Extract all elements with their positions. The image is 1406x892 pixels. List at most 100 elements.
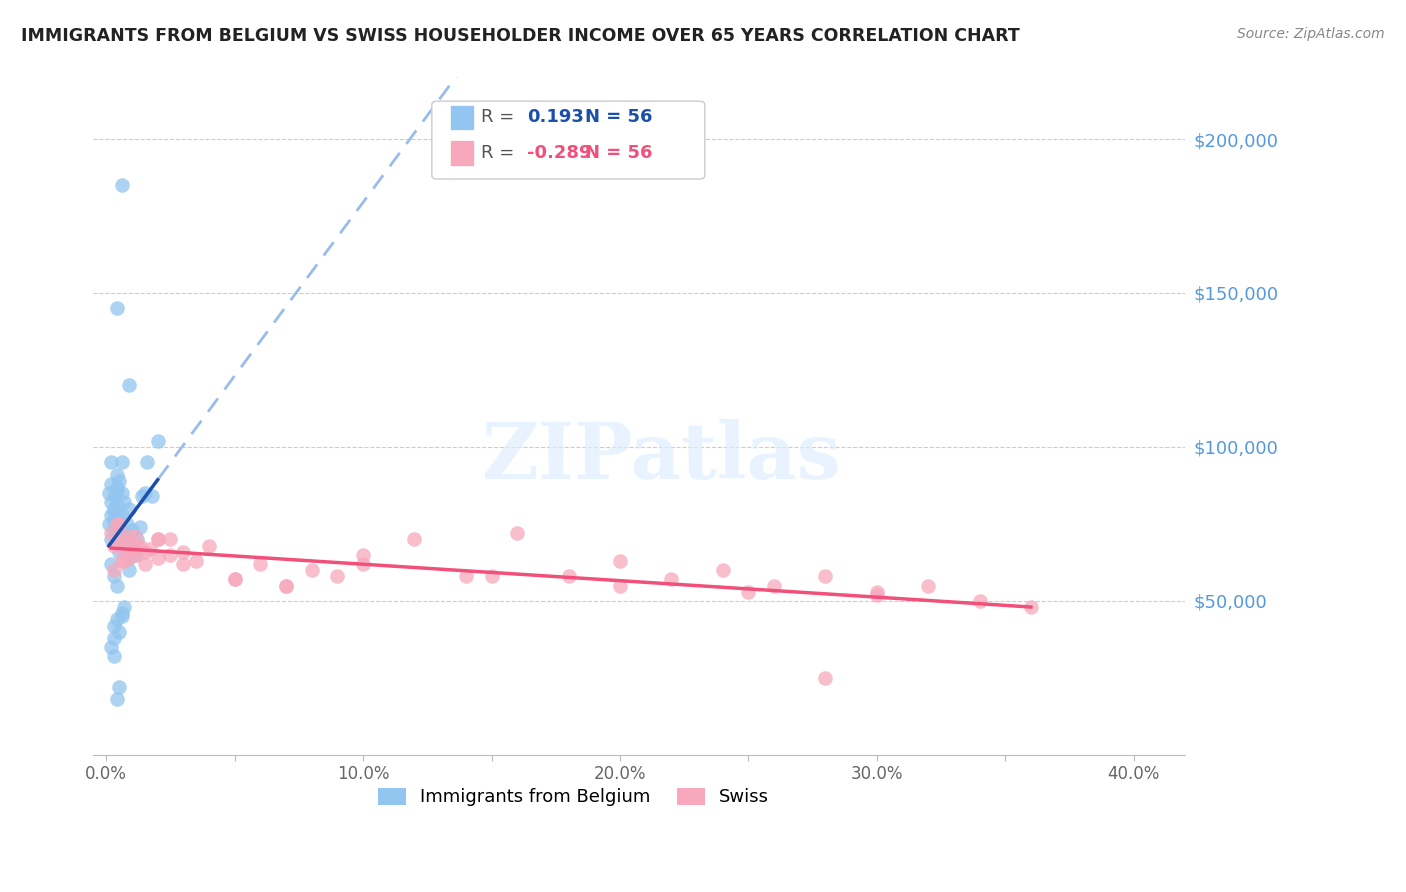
Point — [172, 557, 194, 571]
Point — [108, 510, 131, 524]
Point — [146, 533, 169, 547]
Point — [118, 550, 141, 565]
Point — [103, 501, 125, 516]
Point — [1019, 600, 1042, 615]
Point — [118, 501, 141, 516]
Point — [609, 578, 631, 592]
Point — [100, 477, 122, 491]
Point — [121, 544, 143, 558]
Point — [186, 554, 208, 568]
Point — [105, 483, 128, 497]
Point — [111, 178, 134, 193]
Point — [274, 578, 297, 592]
Point — [111, 455, 134, 469]
Point — [124, 548, 146, 562]
Point — [118, 550, 141, 565]
Point — [103, 649, 125, 664]
Point — [121, 541, 143, 556]
Point — [112, 495, 135, 509]
Point — [105, 301, 128, 316]
Legend: Immigrants from Belgium, Swiss: Immigrants from Belgium, Swiss — [371, 780, 776, 814]
Point — [111, 541, 134, 556]
Point — [111, 609, 134, 624]
Point — [224, 573, 246, 587]
Point — [866, 588, 889, 602]
Point — [128, 539, 150, 553]
Point — [454, 569, 477, 583]
Text: N = 56: N = 56 — [585, 144, 652, 161]
Point — [115, 529, 138, 543]
Point — [108, 516, 131, 531]
Point — [100, 640, 122, 654]
Point — [118, 563, 141, 577]
Point — [969, 594, 991, 608]
Point — [134, 557, 156, 571]
Point — [917, 578, 939, 592]
Point — [108, 533, 131, 547]
Point — [115, 529, 138, 543]
Text: R =: R = — [481, 109, 515, 127]
Point — [108, 624, 131, 639]
Point — [111, 508, 134, 522]
Point — [557, 569, 579, 583]
Point — [125, 539, 148, 553]
Bar — [450, 104, 474, 130]
Point — [103, 505, 125, 519]
Point — [763, 578, 786, 592]
Point — [404, 533, 426, 547]
Point — [111, 554, 134, 568]
Point — [198, 539, 221, 553]
Point — [274, 578, 297, 592]
Point — [659, 573, 682, 587]
Text: -0.289: -0.289 — [527, 144, 592, 161]
Point — [108, 516, 131, 531]
Point — [105, 692, 128, 706]
Point — [121, 541, 143, 556]
Point — [111, 486, 134, 500]
Point — [506, 526, 529, 541]
Point — [100, 557, 122, 571]
Point — [146, 533, 169, 547]
Point — [103, 539, 125, 553]
FancyBboxPatch shape — [432, 101, 704, 179]
Point — [352, 548, 374, 562]
Point — [103, 618, 125, 632]
Point — [100, 526, 122, 541]
Point — [105, 480, 128, 494]
Point — [609, 554, 631, 568]
Point — [146, 434, 169, 448]
Text: IMMIGRANTS FROM BELGIUM VS SWISS HOUSEHOLDER INCOME OVER 65 YEARS CORRELATION CH: IMMIGRANTS FROM BELGIUM VS SWISS HOUSEHO… — [21, 27, 1019, 45]
Point — [172, 544, 194, 558]
Point — [97, 516, 120, 531]
Point — [136, 455, 159, 469]
Point — [814, 671, 837, 685]
Point — [146, 550, 169, 565]
Point — [103, 631, 125, 645]
Point — [112, 600, 135, 615]
Point — [224, 573, 246, 587]
Point — [100, 495, 122, 509]
Point — [103, 569, 125, 583]
Point — [118, 378, 141, 392]
Point — [100, 455, 122, 469]
Text: R =: R = — [481, 144, 515, 161]
Point — [481, 569, 503, 583]
Point — [352, 557, 374, 571]
Point — [100, 533, 122, 547]
Bar — [450, 140, 474, 166]
Point — [124, 529, 146, 543]
Point — [111, 607, 134, 621]
Point — [105, 467, 128, 482]
Text: N = 56: N = 56 — [585, 109, 652, 127]
Point — [131, 489, 153, 503]
Point — [125, 533, 148, 547]
Point — [112, 539, 135, 553]
Point — [112, 554, 135, 568]
Point — [112, 526, 135, 541]
Point — [866, 584, 889, 599]
Text: 0.193: 0.193 — [527, 109, 583, 127]
Point — [301, 563, 323, 577]
Point — [159, 548, 181, 562]
Point — [134, 544, 156, 558]
Point — [108, 474, 131, 488]
